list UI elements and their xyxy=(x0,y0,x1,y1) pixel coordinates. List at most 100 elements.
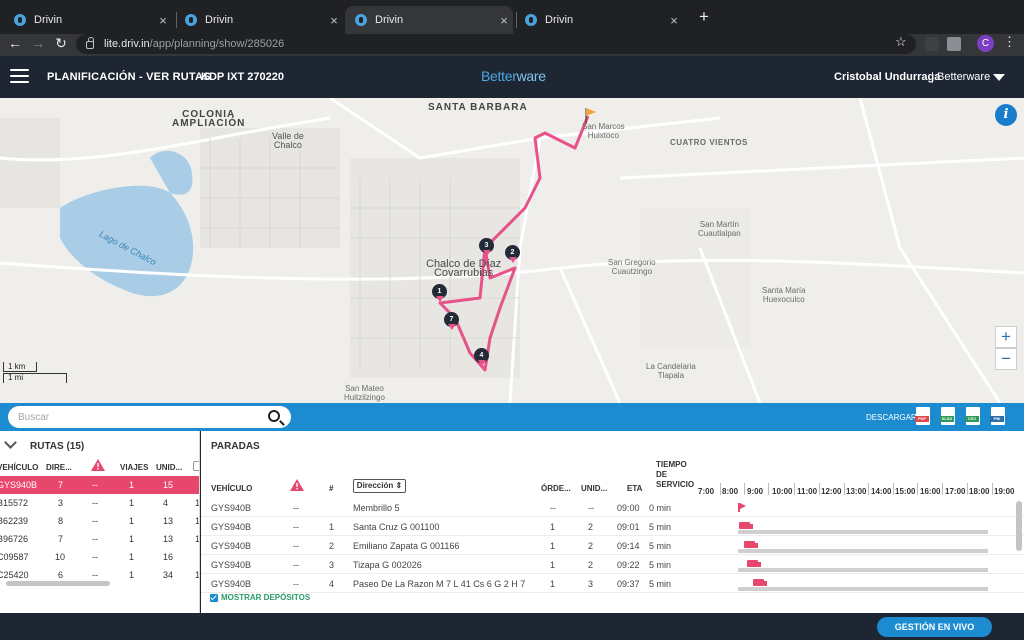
stop-address: Membrillo 5 xyxy=(353,503,400,513)
browser-tab[interactable]: Drivin × xyxy=(515,6,683,34)
route-row[interactable]: B62239 8 -- 1 13 1 xyxy=(0,512,199,530)
route-row[interactable]: B96726 7 -- 1 13 1 xyxy=(0,530,199,548)
browser-tab[interactable]: Drivin × xyxy=(175,6,343,34)
pbi-file-icon[interactable]: PBI xyxy=(990,407,1005,425)
truck-icon[interactable] xyxy=(753,579,767,586)
url-path: /app/planning/show/285026 xyxy=(149,38,285,50)
stop-row[interactable]: GYS940B -- 4 Paseo De La Razon M 7 L 41 … xyxy=(201,574,1024,593)
col-eta[interactable]: ETA xyxy=(627,484,643,493)
reload-icon[interactable]: ↻ xyxy=(55,35,67,51)
chevron-down-icon[interactable] xyxy=(4,436,17,449)
stop-address: Santa Cruz G 001100 xyxy=(353,522,440,532)
zoom-out-button[interactable]: − xyxy=(995,348,1017,370)
scale-km-label: 1 km xyxy=(8,362,26,371)
stop-marker[interactable]: 1 xyxy=(432,284,447,302)
stop-row[interactable]: GYS940B -- 3 Tizapa G 002026 1 2 09:22 5… xyxy=(201,555,1024,574)
route-row[interactable]: C25420 6 -- 1 34 1 xyxy=(0,566,200,584)
timeline-hour: 7:00 xyxy=(698,487,715,496)
route-row[interactable]: GYS940B 7 -- 1 15 xyxy=(0,476,199,494)
user-name[interactable]: Cristobal Undurraga xyxy=(834,71,941,83)
stop-row[interactable]: GYS940B -- 2 Emiliano Zapata G 001166 1 … xyxy=(201,536,1024,555)
direction-sort-button[interactable]: Dirección ⇕ xyxy=(353,479,406,493)
col-vehicle[interactable]: VEHÍCULO xyxy=(0,463,39,472)
browser-tab[interactable]: Drivin × xyxy=(4,6,172,34)
download-label: DESCARGAR xyxy=(866,413,917,422)
csv-file-icon[interactable]: CSV xyxy=(965,407,980,425)
user-company[interactable]: Betterware xyxy=(937,71,991,83)
address-bar[interactable]: lite.driv.in/app/planning/show/285026 xyxy=(76,34,916,54)
col-units[interactable]: UNID... xyxy=(156,463,183,472)
map-label: San Marcos Huixtoco xyxy=(582,122,625,140)
tab-title: Drivin xyxy=(34,14,63,26)
col-units[interactable]: UNID... xyxy=(581,484,608,493)
stop-units: 2 xyxy=(588,560,594,570)
route-trips: 1 xyxy=(129,570,135,580)
show-depots-checkbox[interactable] xyxy=(210,594,218,602)
user-menu-caret-icon[interactable] xyxy=(993,74,1005,81)
route-extra: 1 xyxy=(195,498,200,508)
stop-row[interactable]: GYS940B -- Membrillo 5 -- -- 09:00 0 min xyxy=(201,498,1024,517)
stop-vehicle: GYS940B xyxy=(211,522,252,532)
stop-marker[interactable]: 7 xyxy=(444,312,459,330)
file-type-label: XLSX xyxy=(940,416,954,422)
extension-icon[interactable] xyxy=(925,37,939,51)
show-depots-label[interactable]: MOSTRAR DEPÓSITOS xyxy=(221,593,311,602)
map-label: San Mateo Huitzilzingo xyxy=(344,384,385,402)
browser-menu-icon[interactable]: ⋮ xyxy=(1003,34,1016,49)
col-directions[interactable]: DIRE... xyxy=(46,463,72,472)
col-vehicle[interactable]: VEHÍCULO xyxy=(211,484,253,493)
info-icon[interactable]: i xyxy=(995,104,1017,126)
timeline-hour: 8:00 xyxy=(722,487,739,496)
route-trips: 1 xyxy=(129,552,135,562)
search-input[interactable] xyxy=(8,406,291,428)
truck-icon[interactable] xyxy=(739,522,753,529)
bookmark-star-icon[interactable]: ☆ xyxy=(895,34,907,49)
street-grid xyxy=(200,138,340,248)
brand-main: Better xyxy=(481,68,517,84)
extension-icon[interactable] xyxy=(947,37,961,51)
route-row[interactable]: C09587 10 -- 1 16 xyxy=(0,548,199,566)
timeline-divider xyxy=(992,483,993,495)
hamburger-menu-icon[interactable] xyxy=(10,69,29,83)
col-trips[interactable]: VIAJES xyxy=(120,463,149,472)
truck-icon[interactable] xyxy=(744,541,758,548)
forward-arrow-icon[interactable]: → xyxy=(31,35,45,51)
col-service-time[interactable]: TIEMPO DE SERVICIO xyxy=(656,460,695,489)
zoom-in-button[interactable]: + xyxy=(995,326,1017,348)
close-icon[interactable]: × xyxy=(500,12,508,28)
route-vehicle: B62239 xyxy=(0,516,29,526)
new-tab-plus-icon[interactable]: + xyxy=(699,7,709,26)
tab-title: Drivin xyxy=(205,14,234,26)
map-label: Valle de Chalco xyxy=(272,131,304,150)
vertical-scrollbar[interactable] xyxy=(1016,501,1022,551)
horizontal-scrollbar[interactable] xyxy=(6,581,110,586)
route-line xyxy=(438,115,590,372)
close-icon[interactable]: × xyxy=(159,12,167,28)
close-icon[interactable]: × xyxy=(330,12,338,28)
live-management-button[interactable]: GESTIÓN EN VIVO xyxy=(877,617,992,637)
search-icon[interactable] xyxy=(268,410,280,422)
close-icon[interactable]: × xyxy=(670,12,678,28)
browser-tab-active[interactable]: Drivin × xyxy=(345,6,513,34)
map-label: CUATRO VIENTOS xyxy=(670,138,748,147)
stop-marker[interactable]: 3 xyxy=(479,238,494,256)
stop-marker[interactable]: 2 xyxy=(505,245,520,263)
truck-icon[interactable] xyxy=(747,560,761,567)
timeline-divider xyxy=(967,483,968,495)
route-row[interactable]: B15572 3 -- 1 4 1 xyxy=(0,494,200,512)
alert-icon xyxy=(290,479,304,493)
map-view[interactable]: COLONIA AMPLIACIÓN SANTA BARBARA Valle d… xyxy=(0,98,1024,403)
col-orders[interactable]: ÓRDE... xyxy=(541,484,571,493)
columns-toggle[interactable] xyxy=(193,461,199,471)
urban-area xyxy=(640,208,750,348)
profile-avatar[interactable]: C xyxy=(977,35,994,52)
stop-number: 4 xyxy=(329,579,335,589)
stop-row[interactable]: GYS940B -- 1 Santa Cruz G 001100 1 2 09:… xyxy=(201,517,1024,536)
back-arrow-icon[interactable]: ← xyxy=(8,35,22,51)
stop-marker[interactable]: 4 xyxy=(474,348,489,366)
pdf-file-icon[interactable]: PDF xyxy=(915,407,930,425)
route-extra: 1 xyxy=(195,570,200,580)
xlsx-file-icon[interactable]: XLSX xyxy=(940,407,955,425)
tab-title: Drivin xyxy=(375,14,404,26)
timeline-divider xyxy=(744,483,745,495)
